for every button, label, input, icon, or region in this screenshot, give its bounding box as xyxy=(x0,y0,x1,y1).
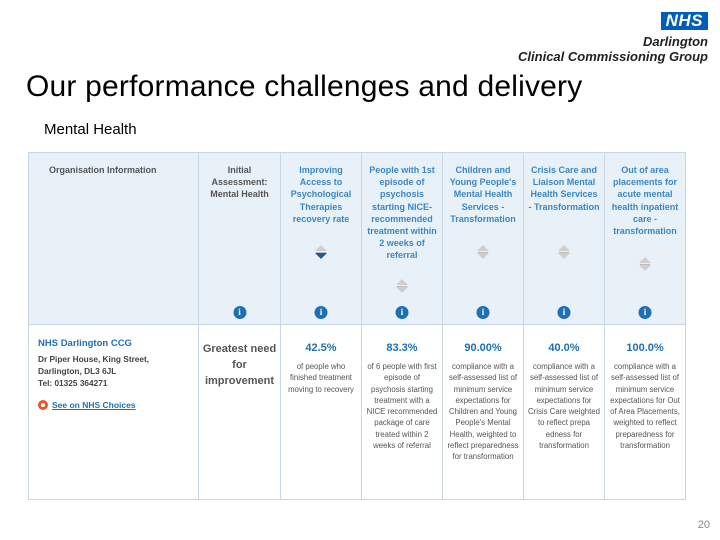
nhs-choices-link-label[interactable]: See on NHS Choices xyxy=(52,400,136,410)
value-cell-iapt-recovery: 42.5% of people who finished treatment m… xyxy=(281,325,362,499)
cell-description: compliance with a self-assessed list of … xyxy=(610,362,680,451)
cell-value: Greatest need for improvement xyxy=(202,343,277,387)
performance-table: Organisation Information Initial Assessm… xyxy=(28,152,686,500)
header-label: Organisation Information xyxy=(49,165,157,175)
logo-line-2: Clinical Commissioning Group xyxy=(518,49,708,64)
cell-value: 100.0% xyxy=(626,342,664,354)
header-cell-organisation: Organisation Information xyxy=(29,153,199,324)
value-cell-psychosis: 83.3% of 6 people with first episode of … xyxy=(362,325,443,499)
page-title: Our performance challenges and delivery xyxy=(26,70,583,103)
sort-icon[interactable] xyxy=(558,245,570,261)
sort-icon[interactable] xyxy=(396,279,408,295)
info-icon[interactable]: i xyxy=(314,306,328,319)
cell-description: of people who finished treatment moving … xyxy=(288,362,354,394)
address-line: Dr Piper House, King Street, xyxy=(38,354,150,364)
sort-icon[interactable] xyxy=(477,245,489,261)
info-icon[interactable]: i xyxy=(476,306,490,319)
value-cell-crisis-care: 40.0% compliance with a self-assessed li… xyxy=(524,325,605,499)
value-cell-cyp-mental-health: 90.00% compliance with a self-assessed l… xyxy=(443,325,524,499)
cell-value: 90.00% xyxy=(464,342,502,354)
header-label[interactable]: People with 1st episode of psychosis sta… xyxy=(367,165,437,261)
nhs-choices-icon xyxy=(38,400,48,410)
address-line: Tel: 01325 364271 xyxy=(38,378,108,388)
header-cell-iapt-recovery: Improving Access to Psychological Therap… xyxy=(281,153,362,324)
nhs-darlington-ccg-logo: NHS Darlington Clinical Commissioning Gr… xyxy=(518,12,708,64)
header-label: Initial Assessment: Mental Health xyxy=(210,165,269,200)
value-cell-initial-assessment: Greatest need for improvement xyxy=(199,325,281,499)
cell-description: compliance with a self-assessed list of … xyxy=(528,362,600,451)
header-label[interactable]: Children and Young People's Mental Healt… xyxy=(449,165,517,224)
header-cell-cyp-mental-health: Children and Young People's Mental Healt… xyxy=(443,153,524,324)
info-icon[interactable]: i xyxy=(557,306,571,319)
header-cell-psychosis: People with 1st episode of psychosis sta… xyxy=(362,153,443,324)
info-icon[interactable]: i xyxy=(638,306,652,319)
organisation-cell: NHS Darlington CCG Dr Piper House, King … xyxy=(29,325,199,499)
logo-line-1: Darlington xyxy=(643,34,708,49)
page-number: 20 xyxy=(697,519,710,531)
sort-icon[interactable] xyxy=(315,245,327,261)
cell-description: compliance with a self-assessed list of … xyxy=(447,362,519,462)
cell-value: 42.5% xyxy=(305,342,337,354)
table-header-row: Organisation Information Initial Assessm… xyxy=(29,153,685,324)
header-label[interactable]: Improving Access to Psychological Therap… xyxy=(290,165,352,224)
info-icon[interactable]: i xyxy=(395,306,409,319)
nhs-badge: NHS xyxy=(660,12,708,30)
value-cell-out-of-area: 100.0% compliance with a self-assessed l… xyxy=(605,325,685,499)
header-cell-out-of-area: Out of area placements for acute mental … xyxy=(605,153,685,324)
header-cell-crisis-care: Crisis Care and Liaison Mental Health Se… xyxy=(524,153,605,324)
nhs-choices-link[interactable]: See on NHS Choices xyxy=(38,400,136,410)
page-subtitle: Mental Health xyxy=(44,121,137,138)
header-cell-initial-assessment: Initial Assessment: Mental Health i xyxy=(199,153,281,324)
address-line: Darlington, DL3 6JL xyxy=(38,366,117,376)
header-label[interactable]: Crisis Care and Liaison Mental Health Se… xyxy=(528,165,600,212)
organisation-name[interactable]: NHS Darlington CCG xyxy=(38,338,132,349)
sort-icon[interactable] xyxy=(639,257,651,273)
cell-value: 40.0% xyxy=(548,342,580,354)
header-label[interactable]: Out of area placements for acute mental … xyxy=(611,165,679,237)
info-icon[interactable]: i xyxy=(233,306,246,319)
cell-value: 83.3% xyxy=(386,342,418,354)
table-row: NHS Darlington CCG Dr Piper House, King … xyxy=(29,324,685,499)
organisation-address: Dr Piper House, King Street, Darlington,… xyxy=(38,353,149,389)
cell-description: of 6 people with first episode of psycho… xyxy=(366,362,438,451)
